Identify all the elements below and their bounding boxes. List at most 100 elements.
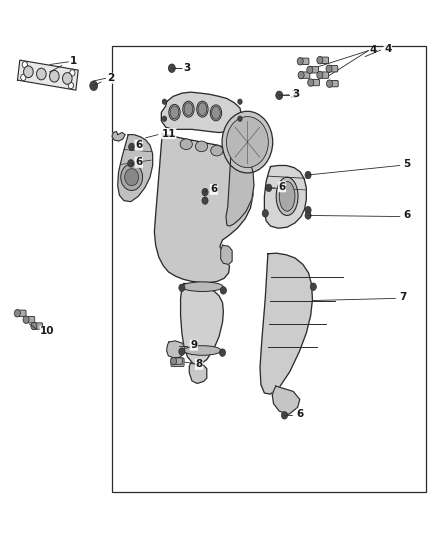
- Text: 11: 11: [161, 128, 176, 139]
- Polygon shape: [161, 92, 242, 133]
- Text: 3: 3: [292, 89, 300, 99]
- Circle shape: [222, 111, 273, 173]
- FancyBboxPatch shape: [172, 358, 182, 365]
- Circle shape: [128, 160, 134, 167]
- Circle shape: [297, 58, 303, 65]
- Circle shape: [276, 91, 283, 100]
- Text: 9: 9: [190, 340, 197, 350]
- Text: 3: 3: [183, 63, 191, 73]
- Polygon shape: [221, 245, 232, 264]
- Circle shape: [31, 322, 37, 330]
- Polygon shape: [272, 386, 300, 414]
- Text: 3: 3: [290, 90, 297, 100]
- Circle shape: [307, 79, 314, 86]
- Circle shape: [202, 197, 208, 204]
- Circle shape: [121, 164, 143, 190]
- Circle shape: [262, 209, 268, 217]
- Circle shape: [305, 206, 311, 214]
- Text: 7: 7: [399, 292, 406, 302]
- Circle shape: [68, 82, 74, 88]
- Text: 6: 6: [135, 157, 142, 167]
- Polygon shape: [260, 253, 312, 394]
- Bar: [112, 46, 426, 492]
- Ellipse shape: [195, 141, 208, 152]
- Circle shape: [219, 349, 226, 357]
- Text: 4: 4: [370, 45, 377, 54]
- Text: 2: 2: [107, 74, 114, 83]
- FancyBboxPatch shape: [298, 58, 309, 64]
- Circle shape: [162, 116, 166, 122]
- Text: 5: 5: [403, 159, 410, 169]
- Polygon shape: [265, 165, 306, 228]
- Circle shape: [179, 348, 185, 356]
- Ellipse shape: [180, 139, 192, 150]
- Circle shape: [282, 411, 288, 419]
- Ellipse shape: [63, 72, 72, 84]
- Ellipse shape: [197, 101, 208, 117]
- Circle shape: [14, 310, 20, 317]
- FancyBboxPatch shape: [24, 317, 35, 323]
- FancyBboxPatch shape: [318, 72, 328, 78]
- Circle shape: [162, 99, 166, 104]
- Ellipse shape: [49, 70, 59, 82]
- Text: 6: 6: [210, 184, 218, 195]
- FancyBboxPatch shape: [308, 67, 318, 73]
- Ellipse shape: [276, 177, 298, 215]
- Ellipse shape: [24, 66, 33, 78]
- Circle shape: [202, 188, 208, 196]
- Circle shape: [125, 168, 139, 185]
- Ellipse shape: [212, 107, 220, 119]
- Ellipse shape: [210, 105, 222, 121]
- FancyBboxPatch shape: [32, 323, 42, 329]
- Polygon shape: [226, 150, 254, 226]
- Polygon shape: [180, 284, 223, 365]
- Polygon shape: [166, 341, 185, 358]
- Ellipse shape: [183, 101, 194, 117]
- FancyBboxPatch shape: [15, 310, 26, 317]
- FancyBboxPatch shape: [327, 66, 338, 72]
- Circle shape: [70, 70, 75, 76]
- Circle shape: [220, 287, 226, 294]
- Text: 6: 6: [403, 211, 410, 221]
- Circle shape: [307, 66, 313, 74]
- Circle shape: [90, 81, 98, 91]
- Circle shape: [22, 61, 28, 68]
- Circle shape: [170, 358, 177, 365]
- Ellipse shape: [211, 146, 223, 156]
- Circle shape: [317, 56, 323, 64]
- Circle shape: [310, 283, 316, 290]
- Ellipse shape: [279, 181, 295, 211]
- Circle shape: [305, 171, 311, 179]
- Polygon shape: [18, 60, 78, 90]
- Text: 6: 6: [135, 140, 142, 150]
- Ellipse shape: [36, 68, 46, 80]
- Circle shape: [129, 143, 135, 151]
- Circle shape: [21, 74, 26, 80]
- Ellipse shape: [169, 104, 180, 120]
- FancyBboxPatch shape: [299, 72, 310, 78]
- Polygon shape: [154, 134, 253, 282]
- Ellipse shape: [182, 282, 223, 292]
- Ellipse shape: [198, 103, 207, 116]
- Text: 6: 6: [279, 182, 286, 192]
- Circle shape: [317, 71, 323, 79]
- FancyBboxPatch shape: [309, 79, 319, 86]
- Circle shape: [326, 65, 332, 72]
- Text: 8: 8: [195, 359, 203, 369]
- Text: 2: 2: [107, 74, 114, 83]
- Circle shape: [23, 316, 29, 324]
- Text: 3: 3: [183, 63, 191, 72]
- Ellipse shape: [170, 106, 179, 119]
- FancyBboxPatch shape: [318, 57, 328, 63]
- Text: 1: 1: [70, 56, 77, 66]
- Polygon shape: [189, 364, 207, 383]
- Polygon shape: [112, 132, 125, 141]
- Polygon shape: [118, 135, 152, 201]
- Text: 10: 10: [40, 326, 54, 336]
- FancyBboxPatch shape: [171, 358, 184, 367]
- Text: 4: 4: [384, 44, 392, 53]
- Circle shape: [238, 99, 242, 104]
- Circle shape: [298, 71, 304, 79]
- Circle shape: [266, 184, 272, 191]
- Circle shape: [238, 116, 242, 122]
